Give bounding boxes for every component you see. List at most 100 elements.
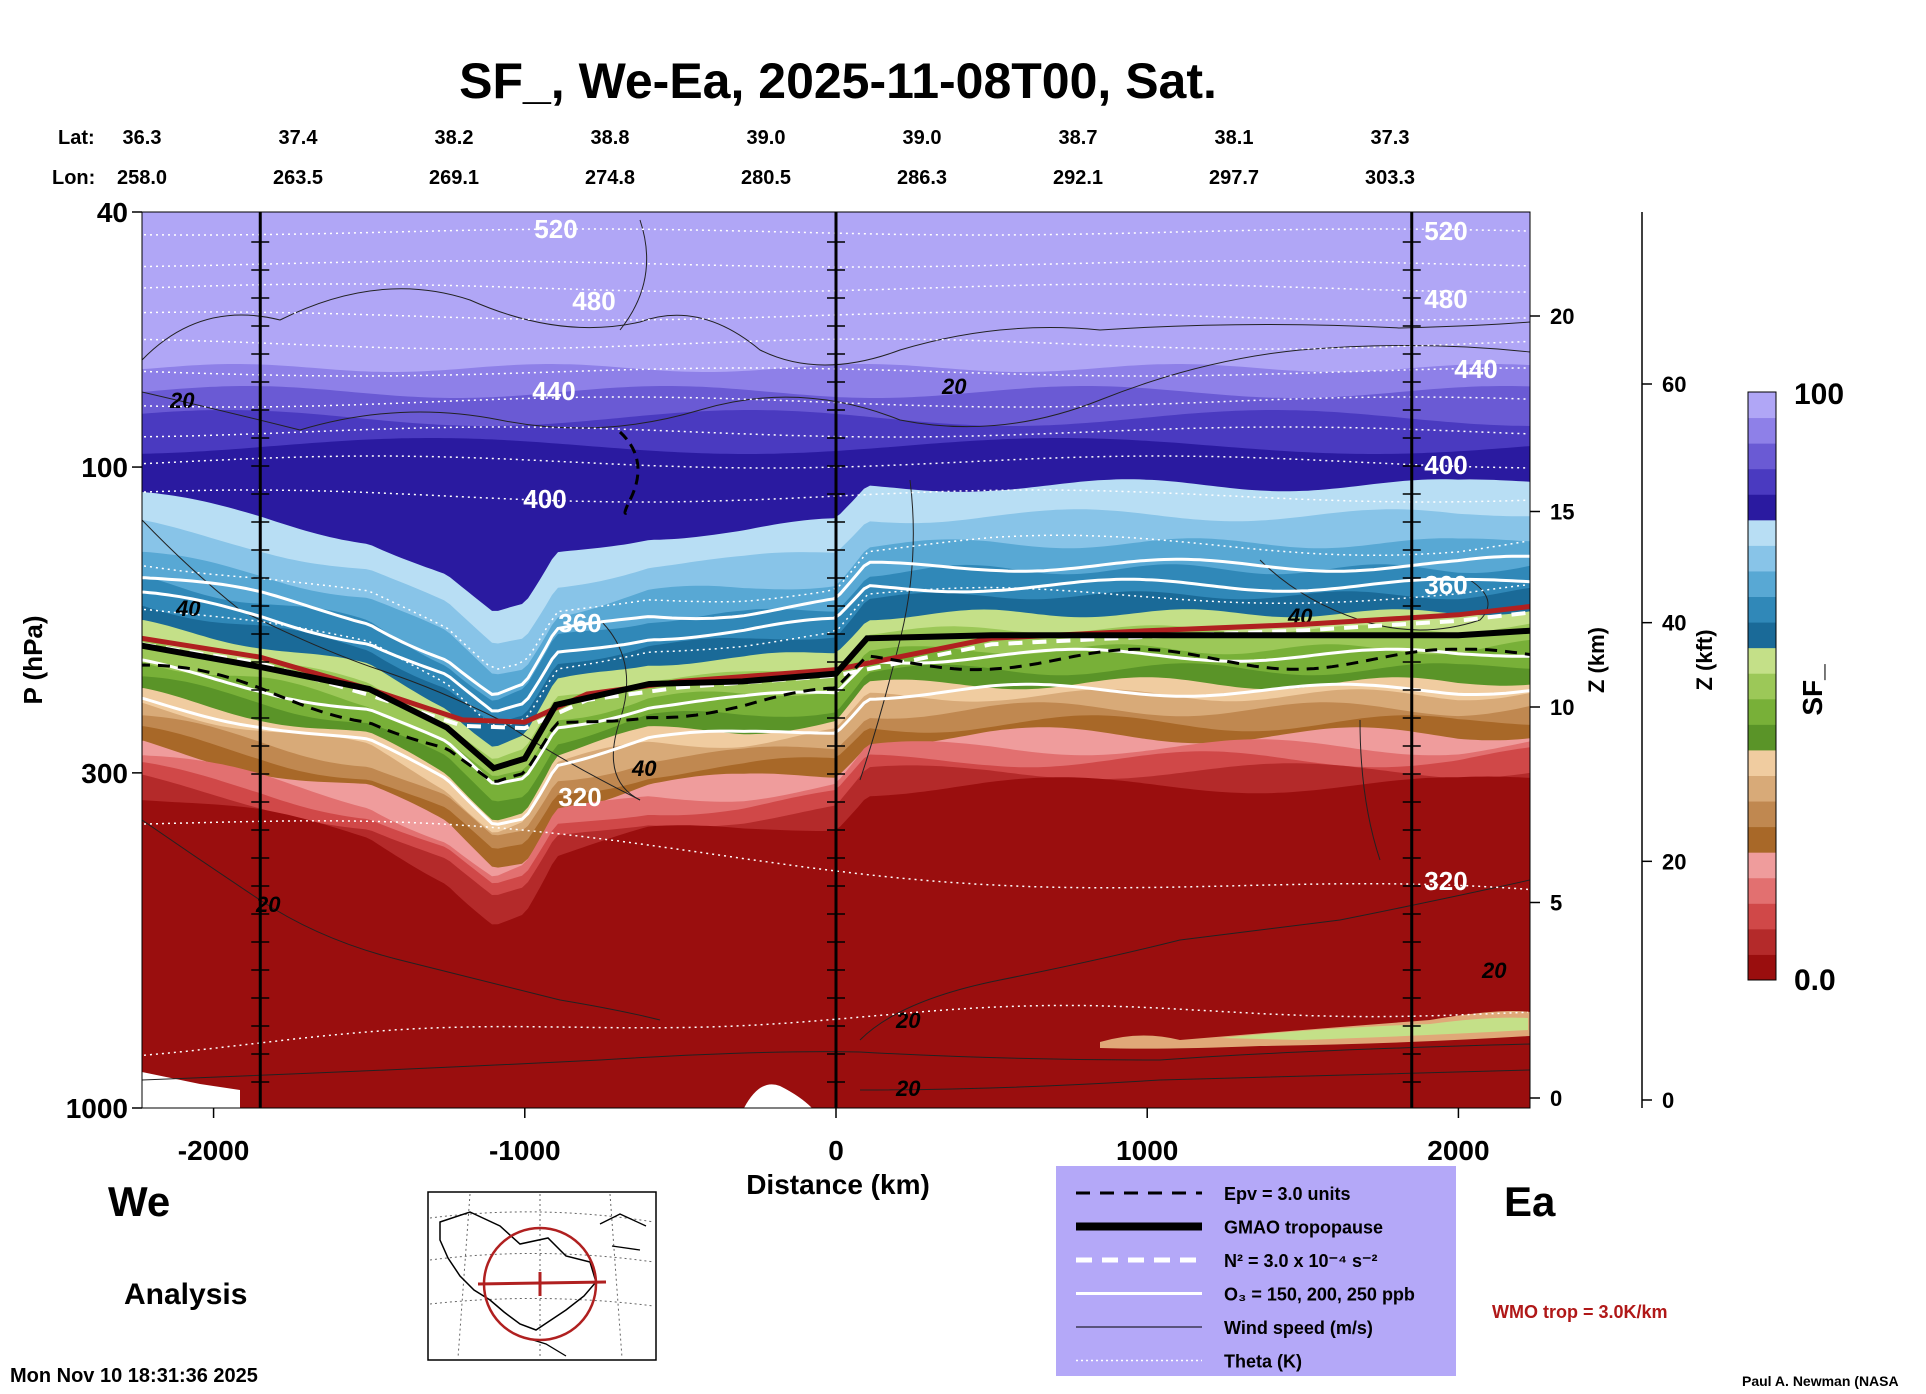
x-tick-label: 2000 xyxy=(1427,1135,1489,1166)
lat-value: 37.4 xyxy=(279,127,319,149)
ozone-contours xyxy=(142,554,1530,826)
colorbar-label: SF_ xyxy=(1797,664,1828,716)
tropopause-lines xyxy=(142,430,1530,784)
colorbar-swatch xyxy=(1748,928,1776,955)
z-kft-tick-label: 20 xyxy=(1662,849,1686,874)
z-km-tick-label: 20 xyxy=(1550,304,1574,329)
theta-line xyxy=(142,583,1529,728)
wind-contour-label: 20 xyxy=(941,374,967,399)
theta-label: 480 xyxy=(1424,284,1467,314)
theta-line xyxy=(142,426,1529,438)
theta-line xyxy=(142,338,1529,350)
surface-mask xyxy=(142,1072,240,1108)
theta-label: 400 xyxy=(523,484,566,514)
z-kft-label: Z (kft) xyxy=(1692,629,1717,690)
lon-value: 303.3 xyxy=(1365,167,1415,189)
inset-map xyxy=(427,1191,657,1361)
z-km-tick-label: 15 xyxy=(1550,500,1574,525)
colorbar-swatch xyxy=(1748,749,1776,776)
legend-label: O₃ = 150, 200, 250 ppb xyxy=(1224,1285,1415,1305)
colorbar-swatch xyxy=(1748,698,1776,725)
colorbar-swatch xyxy=(1748,519,1776,546)
colorbar-swatch xyxy=(1748,622,1776,649)
colorbar-swatch xyxy=(1748,903,1776,930)
z-km-tick-label: 0 xyxy=(1550,1086,1562,1111)
wind-contour xyxy=(859,1069,1530,1091)
lon-value: 280.5 xyxy=(741,167,791,189)
wind-contour-label: 20 xyxy=(895,1076,921,1101)
colorbar-swatch xyxy=(1748,954,1776,981)
lat-value: 38.2 xyxy=(435,127,474,149)
surface-mask xyxy=(744,1084,812,1108)
lon-value: 263.5 xyxy=(273,167,323,189)
x-tick-label: 0 xyxy=(828,1135,844,1166)
legend-label: GMAO tropopause xyxy=(1224,1218,1383,1238)
z-kft-tick-label: 60 xyxy=(1662,372,1686,397)
section-track xyxy=(477,1280,607,1286)
ozone-contour xyxy=(142,682,1530,826)
epv-line xyxy=(618,430,640,515)
theta-line xyxy=(142,455,1529,469)
colorbar-max-label: 100 xyxy=(1794,378,1844,411)
wind-contour xyxy=(859,879,1530,1041)
colorbar-swatch xyxy=(1748,775,1776,802)
theta-label: 480 xyxy=(572,286,615,316)
lat-value: 38.8 xyxy=(591,127,630,149)
theta-line xyxy=(142,534,1529,670)
lon-value: 269.1 xyxy=(429,167,479,189)
sf-low-level-streak xyxy=(1100,1011,1530,1049)
lon-value: 274.8 xyxy=(585,167,635,189)
y-tick-label: 1000 xyxy=(66,1093,128,1124)
lon-value: 297.7 xyxy=(1209,167,1259,189)
theta-line xyxy=(142,367,1528,377)
lon-value: 286.3 xyxy=(897,167,947,189)
sf-low-level-core xyxy=(1220,1017,1528,1040)
wind-contour xyxy=(1259,559,1489,631)
legend-label: Theta (K) xyxy=(1224,1352,1302,1372)
colorbar-swatch xyxy=(1748,801,1776,828)
y-tick-label: 300 xyxy=(81,758,128,789)
colorbar-frame xyxy=(1747,391,1777,981)
colorbar-swatch xyxy=(1748,647,1776,674)
theta-label: 520 xyxy=(1424,216,1467,246)
analysis-label: Analysis xyxy=(124,1278,247,1311)
theta-line xyxy=(142,489,1529,503)
wind-contour xyxy=(619,219,648,331)
colorbar-min-label: 0.0 xyxy=(1794,964,1836,997)
credit: Paul A. Newman (NASA xyxy=(1742,1373,1899,1389)
lat-value: 36.3 xyxy=(123,127,162,149)
wind-contour-label: 40 xyxy=(631,756,657,781)
theta-label: 440 xyxy=(532,376,575,406)
z-kft-tick-label: 0 xyxy=(1662,1088,1674,1113)
z-kft-axis: 0 20 40 60 xyxy=(1641,212,1686,1113)
wind-contour-label: 20 xyxy=(169,388,195,413)
lat-value: 38.7 xyxy=(1059,127,1098,149)
epv-line xyxy=(142,647,1530,784)
timestamp: Mon Nov 10 18:31:36 2025 xyxy=(10,1365,258,1387)
ozone-contour xyxy=(142,577,1530,713)
wmo-trop-label: WMO trop = 3.0K/km xyxy=(1492,1302,1668,1322)
theta-line xyxy=(142,820,1529,891)
x-axis-label: Distance (km) xyxy=(746,1169,930,1200)
colorbar-swatch xyxy=(1748,468,1776,495)
y-tick-label: 40 xyxy=(97,197,128,228)
legend: Epv = 3.0 units GMAO tropopause N² = 3.0 x… xyxy=(1056,1166,1456,1376)
wind-contour-label: 20 xyxy=(1481,958,1507,983)
legend-label: N² = 3.0 x 10⁻⁴ s⁻² xyxy=(1224,1251,1377,1271)
legend-background xyxy=(1056,1166,1456,1376)
lat-value: 39.0 xyxy=(747,127,786,149)
ozone-contour xyxy=(142,554,1530,696)
colorbar-swatch xyxy=(1748,877,1776,904)
y-axis-label: P (hPa) xyxy=(18,615,48,704)
x-tick-label: 1000 xyxy=(1116,1135,1178,1166)
z-km-tick-label: 5 xyxy=(1550,891,1562,916)
chart-title: SF_, We-Ea, 2025-11-08T00, Sat. xyxy=(459,53,1217,109)
y-axis: 40 100 300 1000 xyxy=(66,197,142,1124)
lat-value: 38.1 xyxy=(1215,127,1254,149)
colorbar xyxy=(1747,391,1777,981)
x-axis: -2000 -1000 0 1000 2000 xyxy=(178,1108,1490,1166)
colorbar-swatch xyxy=(1748,852,1776,879)
